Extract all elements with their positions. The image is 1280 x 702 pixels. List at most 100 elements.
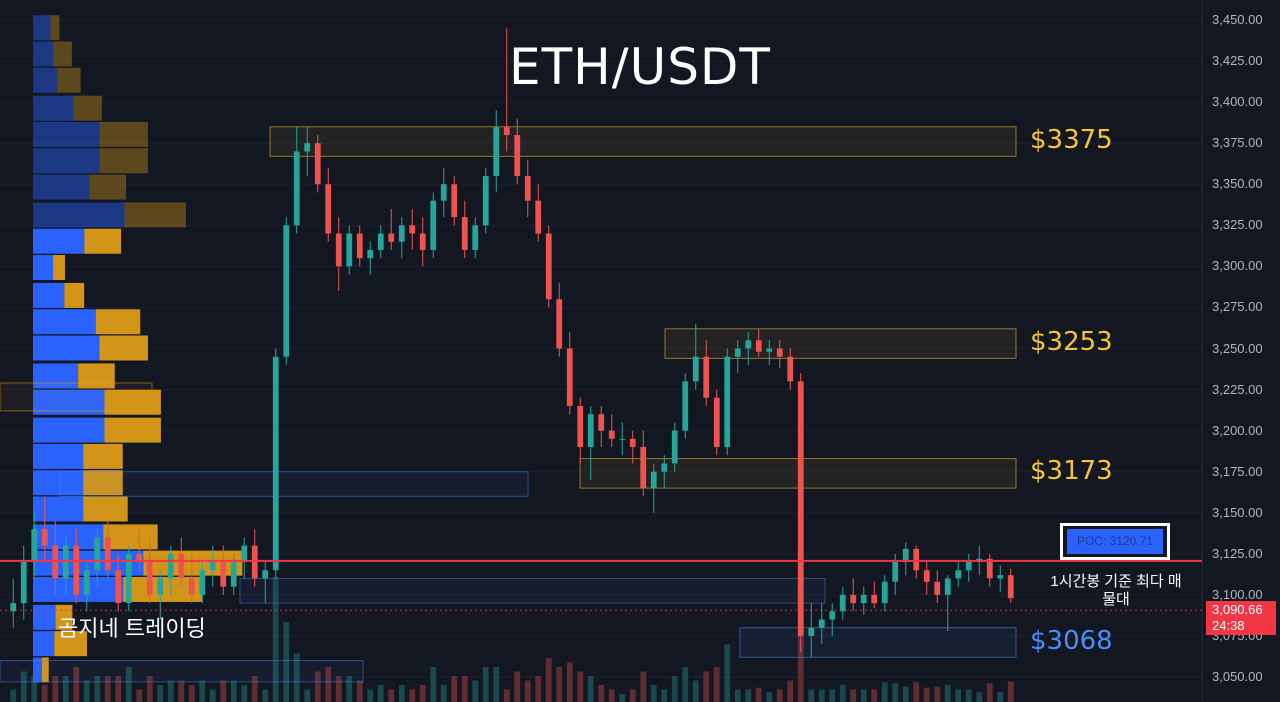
candle-body (125, 553, 132, 604)
volume-bar (461, 676, 468, 702)
candle-body (587, 414, 594, 448)
candle-body (944, 578, 951, 595)
y-tick-label: 3,350.00 (1212, 176, 1263, 192)
profile-bar-buy (33, 121, 100, 147)
volume-bar (451, 676, 458, 702)
volume-bar (335, 676, 342, 702)
profile-bar-sell (104, 417, 161, 443)
candle-body (797, 381, 804, 636)
candle-body (871, 594, 878, 604)
candle-body (934, 581, 941, 595)
current-price: 3,090.66 (1212, 602, 1263, 617)
volume-bar (682, 667, 689, 702)
volume-bar (839, 685, 846, 702)
profile-bar-sell (84, 228, 122, 254)
candle-body (692, 356, 699, 382)
volume-bar (692, 680, 699, 702)
level-label: $3068 (1030, 625, 1113, 656)
candle-body (923, 570, 930, 582)
candle-body (524, 176, 531, 201)
volume-bar (986, 683, 993, 702)
level-zone (664, 328, 1017, 359)
y-tick-label: 3,150.00 (1212, 504, 1263, 520)
volume-bar (52, 676, 59, 702)
candle-body (209, 562, 216, 571)
volume-bar (367, 689, 374, 702)
candle-body (83, 570, 90, 595)
poc-note: 1시간봉 기준 최다 매물대 (1050, 573, 1182, 608)
candle-body (461, 217, 468, 250)
candle-body (997, 575, 1004, 579)
volume-bar (1007, 681, 1014, 702)
volume-bar (440, 685, 447, 702)
profile-bar-buy (33, 202, 125, 228)
candle-body (115, 570, 122, 604)
candle-body (230, 562, 237, 587)
volume-bar (566, 662, 573, 702)
candle-body (713, 397, 720, 448)
volume-bar (430, 667, 437, 702)
level-zone (0, 382, 153, 412)
volume-bar (808, 689, 815, 702)
level-zone (739, 627, 1017, 658)
candle-body (808, 627, 815, 636)
volume-bar (881, 682, 888, 702)
profile-bar-buy (33, 417, 105, 443)
y-tick-label: 3,200.00 (1212, 422, 1263, 438)
profile-bar-buy (33, 41, 54, 67)
candle-body (346, 233, 353, 267)
candle-body (703, 356, 710, 398)
volume-bar (356, 680, 363, 702)
candle-body (965, 562, 972, 571)
candle-body (629, 438, 636, 448)
candle-body (818, 619, 825, 628)
profile-bar-sell (103, 524, 158, 550)
candle-body (839, 594, 846, 612)
level-zone (239, 577, 826, 604)
volume-bar (776, 689, 783, 702)
profile-bar-sell (83, 496, 128, 522)
level-zone (0, 660, 364, 683)
profile-bar-buy (33, 67, 57, 93)
candle-body (262, 570, 269, 579)
profile-bar-sell (56, 67, 81, 93)
profile-bar-buy (33, 95, 74, 121)
volume-bar (251, 676, 258, 702)
y-tick-label: 3,175.00 (1212, 463, 1263, 479)
candle-body (367, 249, 374, 259)
candle-body (850, 594, 857, 604)
profile-bar-buy (33, 282, 65, 308)
volume-bar (535, 676, 542, 702)
volume-bar (409, 689, 416, 702)
poc-label: POC: 3120.71 (1067, 529, 1163, 554)
watermark: 곰지네 트레이딩 (58, 616, 206, 641)
candle-body (419, 233, 426, 250)
volume-bar (944, 685, 951, 702)
candle-body (62, 545, 69, 579)
volume-bar (199, 680, 206, 702)
profile-bar-sell (73, 95, 102, 121)
candle-body (251, 545, 258, 579)
volume-bar (398, 685, 405, 702)
profile-bar-sell (41, 657, 49, 683)
y-tick-label: 3,375.00 (1212, 135, 1263, 151)
profile-bar-buy (33, 631, 55, 657)
volume-bar (293, 653, 300, 702)
volume-bar (661, 689, 668, 702)
candle-body (608, 430, 615, 439)
y-tick-label: 3,100.00 (1212, 586, 1263, 602)
candle-body (430, 200, 437, 250)
candle-body (535, 200, 542, 234)
candle-body (388, 233, 395, 242)
candle-body (682, 381, 689, 431)
candle-body (220, 562, 227, 587)
volume-bar (745, 689, 752, 702)
volume-bar (209, 689, 216, 702)
volume-bar (10, 689, 17, 702)
volume-bar (73, 667, 80, 702)
candle-body (10, 603, 17, 612)
candle-body (566, 348, 573, 406)
volume-bar (598, 685, 605, 702)
candle-body (73, 545, 80, 595)
